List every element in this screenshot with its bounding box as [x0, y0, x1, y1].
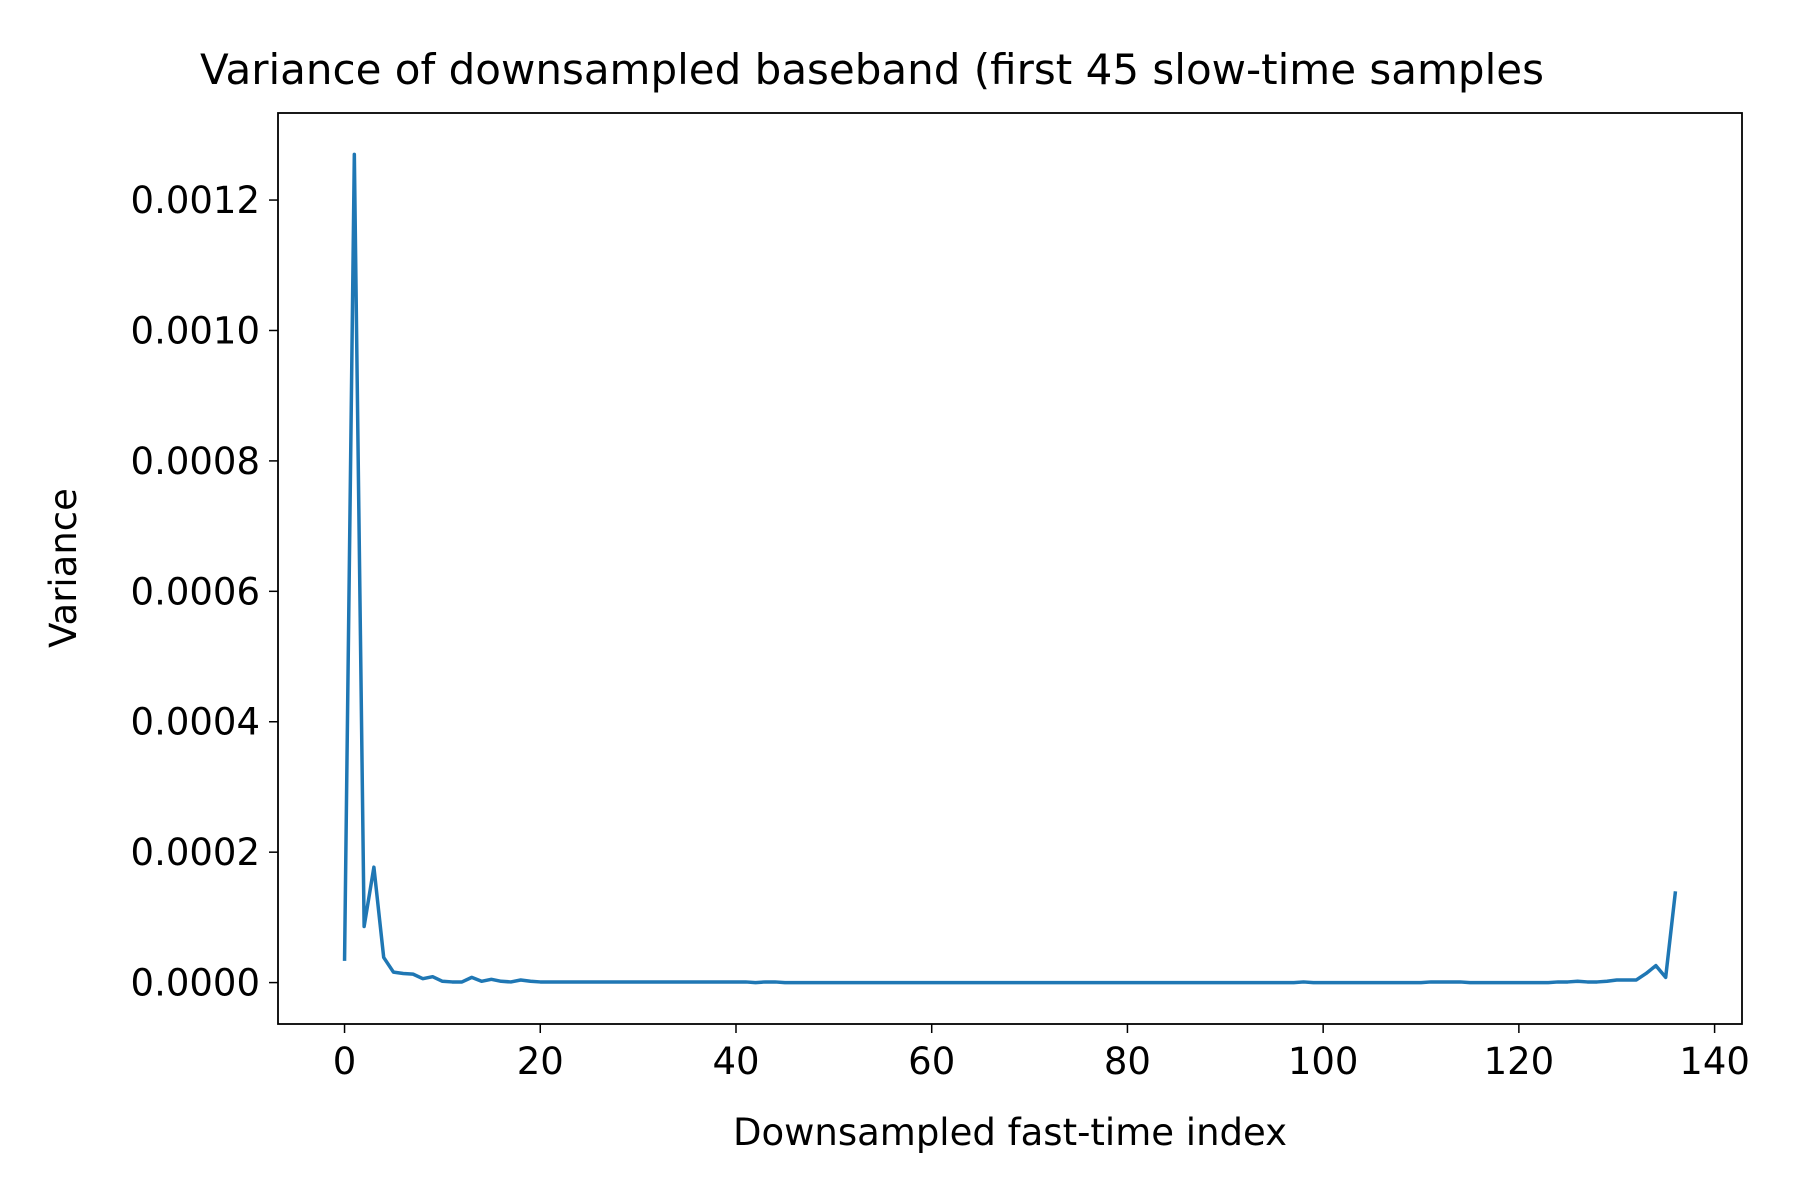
- y-tick-label: 0.0004: [131, 701, 260, 744]
- x-tick-label: 140: [1679, 1040, 1750, 1083]
- y-tick-label: 0.0006: [131, 570, 260, 613]
- y-tick-label: 0.0012: [131, 179, 260, 222]
- x-tick-label: 100: [1288, 1040, 1359, 1083]
- x-axis-label: Downsampled fast-time index: [733, 1111, 1287, 1154]
- y-tick-label: 0.0010: [131, 309, 260, 352]
- x-tick-label: 120: [1484, 1040, 1555, 1083]
- plot-frame: [277, 112, 1743, 1025]
- x-tick-label: 20: [517, 1040, 564, 1083]
- data-line: [342, 152, 1678, 985]
- x-tick-label: 40: [712, 1040, 759, 1083]
- y-tick-label: 0.0000: [131, 962, 260, 1005]
- x-tick-label: 0: [333, 1040, 357, 1083]
- y-axis-label: Variance: [42, 488, 85, 648]
- y-tick-label: 0.0002: [131, 831, 260, 874]
- x-tick-label: 80: [1104, 1040, 1151, 1083]
- y-tick-label: 0.0008: [131, 440, 260, 483]
- chart-title: Variance of downsampled baseband (first …: [200, 45, 1544, 94]
- x-tick-label: 60: [908, 1040, 955, 1083]
